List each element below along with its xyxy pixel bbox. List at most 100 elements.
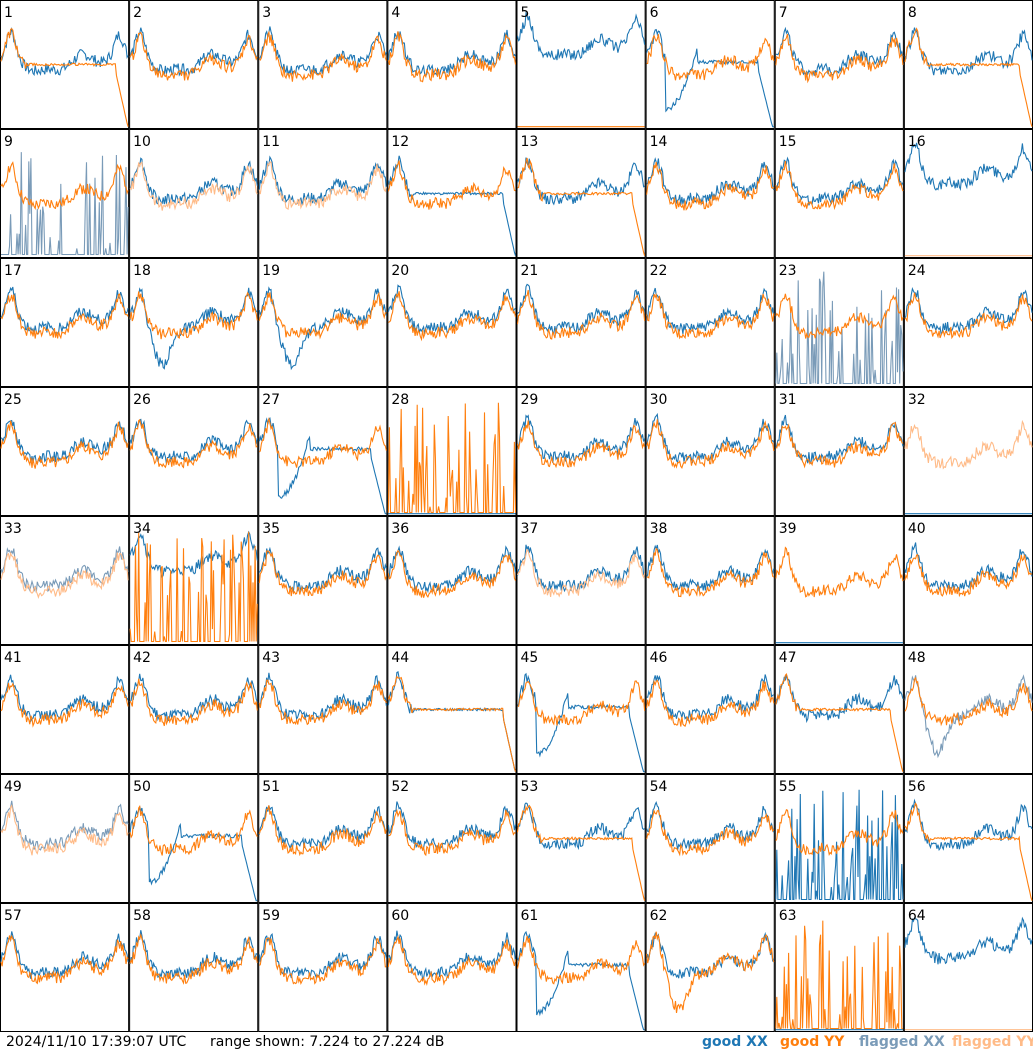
- panel-frame: [129, 774, 259, 903]
- good-xx-series-60: [388, 930, 517, 981]
- good-xx-series-56: [904, 798, 1033, 851]
- panel-frame: [387, 774, 517, 903]
- panel-label: 49: [4, 779, 22, 795]
- panel-label: 24: [908, 263, 926, 279]
- panel-label: 22: [650, 263, 668, 279]
- panel-frame: [387, 0, 517, 129]
- flagged-yy-series-10: [129, 161, 258, 211]
- good-yy-series-43: [258, 679, 387, 726]
- good-yy-series-59: [259, 937, 387, 985]
- panel-frame: [387, 129, 517, 258]
- footer: 2024/11/10 17:39:07 UTC range shown: 7.2…: [0, 1032, 1033, 1053]
- panel-frame: [516, 774, 646, 903]
- panel-frame: [0, 387, 130, 516]
- good-xx-series-27: [258, 417, 387, 515]
- panel-label: 16: [908, 134, 926, 150]
- panel-42: 42: [129, 645, 259, 774]
- panel-label: 29: [521, 392, 539, 408]
- good-xx-series-64: [904, 916, 1033, 965]
- panel-59: 59: [258, 903, 388, 1032]
- good-xx-series-57: [0, 931, 129, 980]
- good-yy-series-41: [0, 682, 129, 728]
- panel-frame: [774, 129, 904, 258]
- good-yy-series-12: [387, 160, 516, 210]
- panel-49: 49: [0, 774, 130, 903]
- panel-47: 47: [774, 645, 904, 774]
- panel-frame: [258, 258, 388, 387]
- panel-52: 52: [387, 774, 517, 903]
- good-yy-series-40: [904, 554, 1033, 598]
- panel-label: 55: [779, 779, 797, 795]
- panel-frame: [645, 516, 775, 645]
- panel-frame: [516, 387, 646, 516]
- panel-5: 5: [516, 0, 646, 129]
- panel-34: 34: [129, 516, 259, 645]
- good-yy-series-31: [775, 422, 904, 469]
- panel-35: 35: [258, 516, 388, 645]
- panel-frame: [258, 387, 388, 516]
- panel-frame: [645, 129, 775, 258]
- good-yy-series-7: [775, 33, 904, 84]
- good-xx-series-50: [129, 806, 258, 902]
- good-yy-series-1: [0, 27, 129, 127]
- panel-label: 47: [779, 650, 797, 666]
- panel-frame: [645, 903, 775, 1032]
- good-xx-series-5: [516, 11, 646, 61]
- good-xx-series-34: [129, 530, 258, 579]
- good-xx-series-6: [646, 28, 774, 128]
- good-xx-series-25: [0, 419, 129, 465]
- panel-frame: [645, 258, 775, 387]
- panel-label: 48: [908, 650, 926, 666]
- panel-50: 50: [129, 774, 259, 903]
- good-xx-series-59: [258, 932, 387, 979]
- panel-frame: [774, 903, 904, 1032]
- panel-label: 50: [133, 779, 151, 795]
- panel-1: 1: [0, 0, 130, 129]
- panel-label: 33: [4, 521, 22, 537]
- panel-frame: [774, 258, 904, 387]
- panel-62: 62: [645, 903, 775, 1032]
- legend-flagged-xx: flagged XX: [859, 1034, 945, 1050]
- panel-label: 32: [908, 392, 926, 408]
- good-xx-series-58: [129, 930, 258, 979]
- panel-frame: [258, 129, 388, 258]
- good-yy-series-17: [0, 293, 129, 340]
- panel-frame: [0, 129, 130, 258]
- panel-label: 37: [521, 521, 539, 537]
- panel-label: 8: [908, 5, 917, 21]
- good-yy-series-20: [388, 291, 517, 342]
- good-xx-series-15: [775, 156, 904, 206]
- panel-label: 10: [133, 134, 151, 150]
- good-xx-series-3: [258, 26, 387, 76]
- panel-46: 46: [645, 645, 775, 774]
- flagged-xx-series-9: [1, 152, 129, 256]
- good-yy-series-9: [0, 161, 129, 211]
- good-yy-series-29: [516, 420, 646, 469]
- panel-label: 54: [650, 779, 668, 795]
- good-yy-series-27: [258, 416, 387, 468]
- good-yy-series-24: [904, 292, 1033, 340]
- panel-label: 35: [262, 521, 280, 537]
- good-xx-series-54: [646, 801, 775, 851]
- good-yy-series-2: [129, 31, 258, 81]
- flagged-yy-series-32: [904, 419, 1033, 470]
- good-yy-series-51: [258, 805, 387, 857]
- panel-26: 26: [129, 387, 259, 516]
- panel-21: 21: [516, 258, 646, 387]
- panel-58: 58: [129, 903, 259, 1032]
- panel-17: 17: [0, 258, 130, 387]
- panel-frame: [774, 387, 904, 516]
- good-yy-series-54: [646, 809, 775, 857]
- good-xx-series-18: [129, 287, 258, 370]
- panel-frame: [0, 774, 130, 903]
- good-yy-series-46: [646, 679, 775, 727]
- legend-flagged-yy: flagged YY: [952, 1034, 1033, 1050]
- panel-label: 52: [391, 779, 409, 795]
- panel-frame: [258, 516, 388, 645]
- panel-40: 40: [903, 516, 1033, 645]
- good-xx-series-44: [387, 671, 517, 772]
- panel-60: 60: [387, 903, 517, 1032]
- good-yy-series-18: [129, 291, 258, 340]
- good-yy-series-13: [517, 157, 646, 256]
- flagged-yy-series-11: [258, 161, 387, 211]
